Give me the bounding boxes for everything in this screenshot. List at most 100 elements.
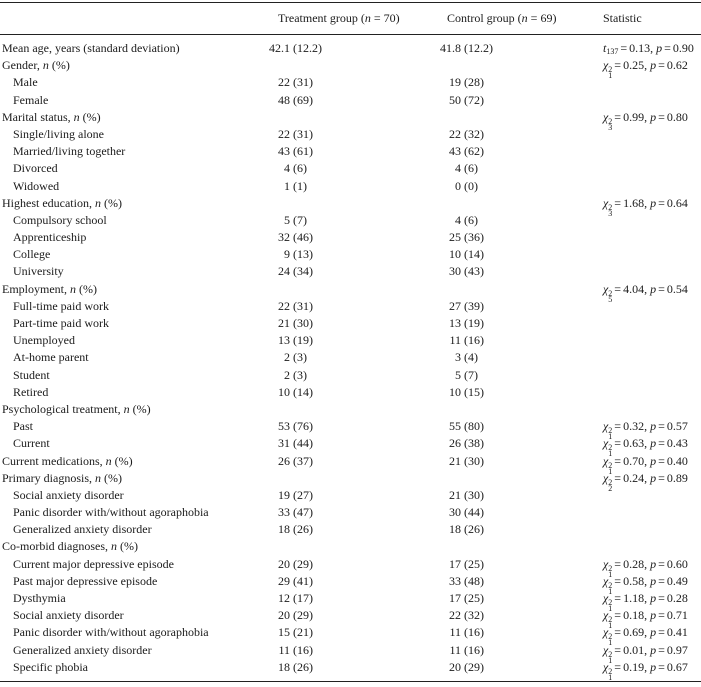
row-label: At-home parent <box>13 350 89 365</box>
control-value: 11 (16) <box>421 642 578 659</box>
statistic-value <box>578 384 701 401</box>
count-value: 42.1 <box>269 41 290 55</box>
table-row: Highest education, n (%) χ 2 3 = 1.68, p = 0.64 <box>0 195 701 218</box>
statistic-value <box>578 246 701 263</box>
statistic-value: χ 2 1 = 0.01, p = 0.97 <box>603 642 688 665</box>
row-label: Past <box>13 419 34 434</box>
column-header-treatment-group: Treatment group (n = 70) <box>278 11 400 25</box>
row-label: Panic disorder with/without agoraphobia <box>13 625 209 640</box>
percent-value: (72) <box>464 92 484 107</box>
count-value: 33 <box>449 573 461 588</box>
count-value: 29 <box>278 573 290 588</box>
count-value: 11 <box>278 642 290 657</box>
count-value: 20 <box>449 659 461 674</box>
percent-value: (15) <box>464 384 484 399</box>
count-value: 10 <box>449 384 461 399</box>
percent-value: (29) <box>293 608 313 623</box>
count-value: 31 <box>278 436 290 451</box>
row-label: Psychological treatment, n (%) <box>2 401 151 416</box>
treatment-value <box>250 470 421 487</box>
table-header-row: Treatment group (n = 70) Control group (… <box>0 3 701 34</box>
treatment-value: 18 (26) <box>250 659 421 676</box>
percent-value: (34) <box>293 264 313 279</box>
table-row: University 24 (34) 30 (43) <box>0 263 701 280</box>
statistic-value <box>578 315 701 332</box>
count-value: 53 <box>278 419 290 434</box>
row-label: Current major depressive episode <box>13 556 174 571</box>
statistic-value: χ 2 1 = 0.25, p = 0.62 <box>603 58 688 81</box>
control-value <box>421 109 578 126</box>
table-row: At-home parent 2 (3) 3 (4) <box>0 349 701 366</box>
percent-value: (26) <box>293 659 313 674</box>
percent-value: (6) <box>293 161 307 176</box>
count-value: 22 <box>278 75 290 90</box>
control-value: 33 (48) <box>421 573 578 590</box>
count-value: 11 <box>449 333 461 348</box>
control-value: 41.8 (12.2) <box>421 40 578 57</box>
percent-value: (14) <box>293 384 313 399</box>
row-label: Generalized anxiety disorder <box>13 642 152 657</box>
control-value: 30 (44) <box>421 504 578 521</box>
percent-value: (27) <box>293 487 313 502</box>
treatment-value: 26 (37) <box>250 453 421 470</box>
treatment-value: 20 (29) <box>250 556 421 573</box>
chi-symbol: χ <box>603 453 609 468</box>
statistic-value <box>578 229 701 246</box>
treatment-value: 18 (26) <box>250 521 421 538</box>
treatment-value: 21 (30) <box>250 315 421 332</box>
treatment-value: 20 (29) <box>250 607 421 624</box>
statistic-value: χ 2 3 = 1.68, p = 0.64 <box>603 195 688 218</box>
table-row: Male 22 (31) 19 (28) <box>0 74 701 91</box>
row-label: Current <box>13 436 50 451</box>
count-value: 21 <box>278 316 290 330</box>
count-value: 22 <box>449 126 461 141</box>
control-value: 4 (6) <box>421 160 578 177</box>
treatment-value: 13 (19) <box>250 332 421 349</box>
percent-value: (39) <box>464 298 484 313</box>
row-label: Married/living together <box>13 144 126 159</box>
control-value: 43 (62) <box>421 143 578 160</box>
percent-value: (43) <box>464 264 484 279</box>
percent-value: (32) <box>464 126 484 141</box>
percent-value: (26) <box>293 522 313 537</box>
count-value: 30 <box>449 505 461 520</box>
row-label: Panic disorder with/without agoraphobia <box>13 505 209 520</box>
count-value: 13 <box>449 316 461 330</box>
table-row: Current major depressive episode 20 (29) 17… <box>0 556 701 579</box>
statistic-value: χ 2 1 = 0.69, p = 0.41 <box>603 625 688 648</box>
statistic-value <box>578 538 701 555</box>
control-value <box>421 57 578 74</box>
percent-value: (31) <box>293 126 313 141</box>
statistic-value <box>578 349 701 366</box>
row-label: Widowed <box>13 178 60 193</box>
percent-value: (16) <box>464 625 484 640</box>
count-value: 4 <box>284 161 290 176</box>
table-row: Past 53 (76) 55 (80) χ 2 1 = 0.32, p = 0.57 <box>0 418 701 441</box>
percent-value: (46) <box>293 230 313 245</box>
percent-value: (80) <box>464 419 484 434</box>
table-row: Primary diagnosis, n (%) χ 2 2 = 0.24, p = 0.89 <box>0 470 701 493</box>
row-label: Compulsory school <box>13 212 107 227</box>
treatment-value: 10 (14) <box>250 384 421 401</box>
treatment-value: 33 (47) <box>250 504 421 521</box>
percent-value: (31) <box>293 75 313 90</box>
statistic-value <box>578 126 701 143</box>
count-value: 22 <box>449 608 461 623</box>
table-row: Social anxiety disorder 20 (29) 22 (32) χ 2 1 = 0… <box>0 607 701 630</box>
control-value: 19 (28) <box>421 74 578 91</box>
percent-value: (26) <box>464 522 484 537</box>
percent-value: (6) <box>464 212 478 227</box>
count-value: 41.8 <box>440 41 461 55</box>
table-row: Divorced 4 (6) 4 (6) <box>0 160 701 177</box>
statistic-value: χ 2 1 = 0.28, p = 0.60 <box>603 556 688 579</box>
percent-value: (19) <box>293 333 313 348</box>
table-header-rule <box>0 34 701 35</box>
count-value: 18 <box>278 522 290 537</box>
table-row: Full-time paid work 22 (31) 27 (39) <box>0 298 701 315</box>
table-row: Apprenticeship 32 (46) 25 (36) <box>0 229 701 246</box>
chi-symbol: χ <box>603 436 609 451</box>
percent-value: (48) <box>464 573 484 588</box>
